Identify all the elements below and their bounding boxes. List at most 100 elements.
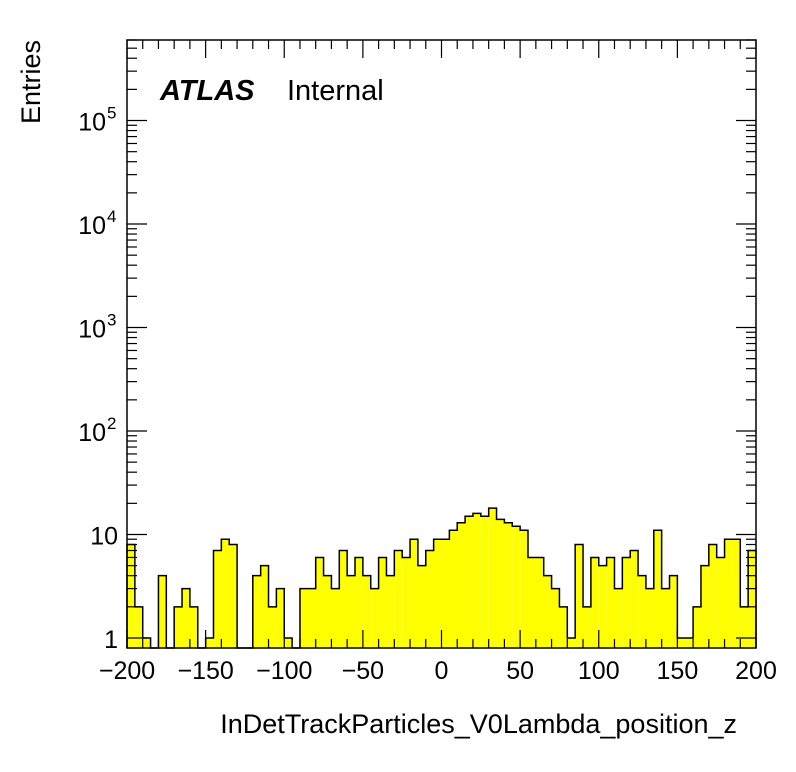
atlas-status-label: Internal bbox=[287, 75, 384, 107]
histogram-bar bbox=[315, 557, 324, 648]
histogram-bar bbox=[512, 526, 521, 648]
histogram-bar bbox=[480, 516, 489, 648]
histogram-bar bbox=[551, 588, 560, 648]
histogram-bar bbox=[402, 557, 411, 648]
histogram-bar bbox=[645, 588, 654, 648]
histogram-bars bbox=[126, 507, 757, 649]
histogram-bar bbox=[543, 575, 552, 648]
histogram-bar bbox=[417, 565, 426, 648]
histogram-bar bbox=[299, 588, 308, 648]
histogram-bar bbox=[732, 539, 741, 648]
histogram-bar bbox=[339, 550, 348, 648]
histogram-bar bbox=[504, 522, 513, 648]
histogram-bar bbox=[221, 539, 230, 648]
histogram-bar bbox=[260, 565, 269, 648]
histogram-bar bbox=[370, 588, 379, 648]
histogram-bar bbox=[583, 606, 591, 648]
histogram-bar bbox=[606, 557, 615, 648]
histogram-bar bbox=[182, 588, 190, 648]
histogram-bar bbox=[394, 550, 403, 648]
x-tick-label: 200 bbox=[735, 657, 777, 685]
y-tick-label: 10 bbox=[78, 109, 106, 137]
histogram-bar bbox=[472, 513, 481, 648]
histogram-bar bbox=[598, 565, 607, 648]
histogram-bar bbox=[229, 544, 238, 648]
histogram-bar bbox=[213, 550, 222, 648]
y-tick-label: 10 bbox=[78, 212, 106, 240]
y-tick-label: 1 bbox=[104, 626, 118, 654]
x-tick-label: 0 bbox=[435, 657, 449, 685]
histogram-bar bbox=[410, 539, 418, 648]
histogram-bar bbox=[527, 557, 536, 648]
histogram-bar bbox=[520, 530, 528, 648]
x-tick-label: 50 bbox=[506, 657, 534, 685]
histogram-bar bbox=[465, 516, 473, 648]
histogram-bar bbox=[693, 606, 701, 648]
x-tick-label: 150 bbox=[657, 657, 699, 685]
histogram-bar bbox=[559, 606, 568, 648]
histogram-bar bbox=[142, 637, 151, 648]
histogram-bar bbox=[441, 539, 450, 648]
histogram-bar bbox=[535, 557, 544, 648]
y-tick-label: 10 bbox=[78, 316, 106, 344]
histogram-bar bbox=[457, 522, 466, 648]
histogram-bar bbox=[677, 637, 686, 648]
y-tick-exponent: 5 bbox=[107, 104, 116, 123]
histogram-bar bbox=[708, 544, 717, 648]
y-axis-title: Entries bbox=[16, 40, 46, 124]
histogram-bar bbox=[590, 557, 599, 648]
histogram-bar bbox=[661, 588, 670, 648]
histogram-bar bbox=[268, 606, 277, 648]
histogram-bar bbox=[252, 575, 261, 648]
histogram-bar bbox=[433, 539, 442, 648]
histogram-bar bbox=[276, 588, 285, 648]
x-tick-label: −150 bbox=[177, 657, 233, 685]
y-tick-label: 10 bbox=[90, 522, 118, 550]
histogram-bar bbox=[653, 530, 662, 648]
y-tick-exponent: 4 bbox=[107, 207, 116, 226]
x-tick-label: −200 bbox=[99, 657, 155, 685]
histogram-bar bbox=[716, 557, 725, 648]
histogram-bar bbox=[567, 637, 576, 648]
y-tick-exponent: 3 bbox=[107, 311, 116, 330]
histogram-bar bbox=[323, 575, 332, 648]
x-tick-label: −100 bbox=[256, 657, 312, 685]
x-tick-label: 100 bbox=[578, 657, 620, 685]
histogram-outline bbox=[126, 507, 757, 649]
histogram-bar bbox=[700, 565, 709, 648]
y-tick-label: 10 bbox=[78, 419, 106, 447]
histogram-bar bbox=[630, 550, 639, 648]
histogram-bar bbox=[331, 588, 340, 648]
histogram-bar bbox=[158, 575, 167, 648]
histogram-bar bbox=[449, 530, 458, 648]
histogram-bar bbox=[205, 637, 214, 648]
histogram-bar bbox=[386, 575, 395, 648]
histogram-bar bbox=[622, 557, 631, 648]
histogram-bar bbox=[362, 575, 371, 648]
histogram-bar bbox=[748, 550, 756, 648]
histogram-bar bbox=[347, 575, 356, 648]
histogram-bar bbox=[127, 544, 135, 648]
histogram-bar bbox=[307, 588, 316, 648]
histogram-bar bbox=[425, 550, 434, 648]
atlas-label: ATLAS bbox=[159, 75, 255, 107]
histogram-bar bbox=[284, 637, 293, 648]
histogram-bar bbox=[174, 606, 183, 648]
x-axis-ticks: −200 −150 −100 −50 0 50 100 150 200 bbox=[99, 40, 777, 685]
x-tick-label: −50 bbox=[342, 657, 384, 685]
histogram-bar bbox=[134, 606, 143, 648]
histogram-bar bbox=[740, 606, 749, 648]
histogram-bar bbox=[488, 508, 497, 648]
y-tick-exponent: 2 bbox=[107, 414, 116, 433]
histogram-bar bbox=[496, 519, 505, 648]
histogram-bar bbox=[685, 637, 694, 648]
histogram-bar bbox=[638, 575, 646, 648]
histogram-bar bbox=[189, 606, 198, 648]
histogram-bar bbox=[355, 557, 363, 648]
histogram-bar bbox=[378, 557, 387, 648]
histogram-bar bbox=[614, 588, 623, 648]
histogram-bar bbox=[575, 544, 584, 648]
histogram-bar bbox=[669, 575, 678, 648]
